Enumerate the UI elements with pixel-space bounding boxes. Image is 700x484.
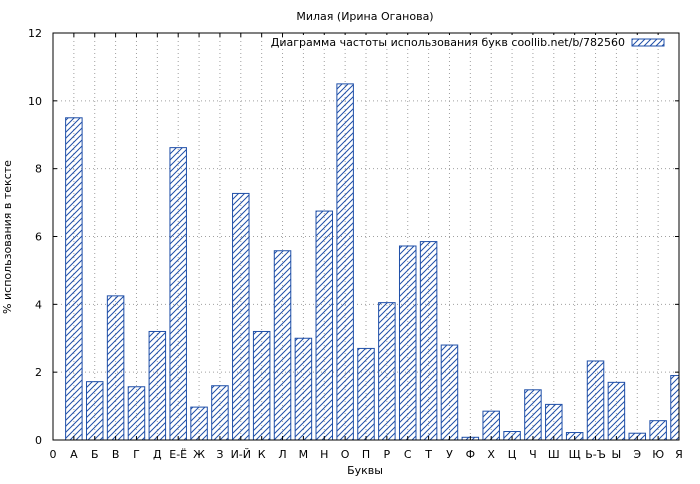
x-tick-label: Ж <box>193 448 205 461</box>
bar-Н <box>315 210 334 441</box>
y-tick-label: 0 <box>35 434 42 447</box>
x-tick-label: П <box>362 448 370 461</box>
x-tick-label: Д <box>153 448 162 461</box>
x-tick-label: З <box>216 448 223 461</box>
x-tick-label: Ч <box>529 448 537 461</box>
bar-Ч <box>524 389 542 441</box>
bar-З <box>211 385 229 441</box>
legend-background <box>283 35 675 49</box>
x-tick-label: Г <box>133 448 140 461</box>
bar-Д <box>148 330 167 441</box>
bar-М <box>294 337 313 441</box>
x-tick-label: О <box>341 448 350 461</box>
y-tick-label: 6 <box>35 231 42 244</box>
y-tick-label: 8 <box>35 163 42 176</box>
bar-С <box>398 245 417 441</box>
x-tick-label: Щ <box>569 448 581 461</box>
x-tick-label: А <box>70 448 78 461</box>
y-axis-label: % использования в тексте <box>1 160 14 314</box>
x-tick-label: Э <box>633 448 641 461</box>
x-tick-label: Ь-Ъ <box>585 448 606 461</box>
x-tick-label: Б <box>91 448 99 461</box>
bar-Г <box>127 386 146 441</box>
bar-В <box>106 295 125 441</box>
y-tick-labels: 0 2 4 6 8 10 12 <box>28 27 42 447</box>
x-tick-label: Я <box>675 448 683 461</box>
y-tick-label: 4 <box>35 298 42 311</box>
bar-Ш <box>545 403 563 441</box>
y-tick-label: 12 <box>28 27 42 40</box>
x-tick-label: Е-Ё <box>169 448 187 461</box>
bar-У <box>440 344 459 441</box>
bar-Ы <box>607 381 626 441</box>
legend-label: Диаграмма частоты использования букв coo… <box>271 36 625 49</box>
x-tick-label: В <box>112 448 120 461</box>
bar-Е-Ё <box>169 147 187 441</box>
x-tick-label: 0 <box>50 448 57 461</box>
bar-А <box>65 117 83 441</box>
x-tick-label: Н <box>320 448 328 461</box>
x-tick-label: М <box>299 448 309 461</box>
x-tick-labels: 0 А Б В Г Д Е-Ё Ж З И-Й К Л М Н О П Р С Т У Ф Х Ц Ч Ш Щ Ь-Ъ Ы Э Ю Я <box>50 448 683 461</box>
legend: Диаграмма частоты использования букв coo… <box>271 35 675 49</box>
x-axis-label: Буквы <box>347 464 383 477</box>
x-tick-label: Л <box>278 448 286 461</box>
bar-Б <box>85 381 104 441</box>
bar-П <box>357 347 375 441</box>
bar-К <box>252 330 271 441</box>
x-tick-label: И-Й <box>231 448 251 461</box>
x-tick-label: Т <box>424 448 432 461</box>
bar-Ж <box>190 406 208 441</box>
x-tick-label: Р <box>384 448 391 461</box>
bar-Я <box>670 375 680 441</box>
y-tick-label: 10 <box>28 95 42 108</box>
x-tick-label: У <box>446 448 453 461</box>
bar-И-Й <box>232 192 250 441</box>
x-tick-label: Ф <box>466 448 475 461</box>
x-tick-label: Х <box>487 448 495 461</box>
chart-title: Милая (Ирина Оганова) <box>296 10 433 23</box>
bar-Л <box>273 250 292 441</box>
x-tick-label: Ы <box>612 448 622 461</box>
y-tick-label: 2 <box>35 366 42 379</box>
bar-Х <box>482 410 500 441</box>
bar-Ь-Ъ <box>586 360 605 441</box>
x-tick-label: Ш <box>548 448 560 461</box>
legend-swatch <box>631 38 665 47</box>
x-tick-label: Ц <box>508 448 517 461</box>
bar-Т <box>419 241 438 441</box>
bars <box>65 83 680 441</box>
bar-О <box>336 83 354 441</box>
bar-Р <box>378 302 396 441</box>
x-tick-label: К <box>258 448 266 461</box>
x-tick-label: Ю <box>652 448 664 461</box>
x-tick-label: С <box>404 448 412 461</box>
